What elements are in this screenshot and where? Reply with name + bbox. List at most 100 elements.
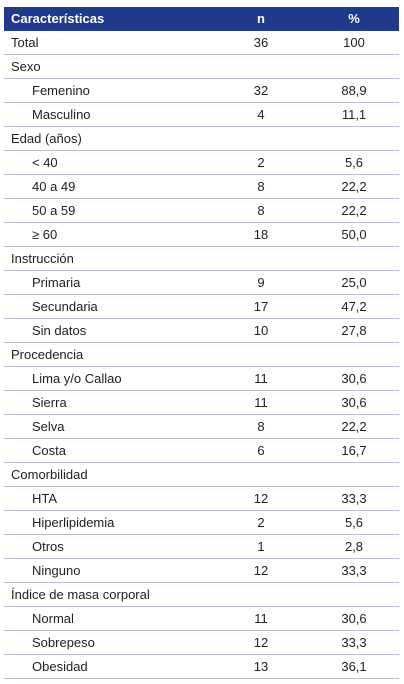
percent-value: 50,0 xyxy=(341,227,367,242)
n-value xyxy=(221,247,301,270)
section-label: Instrucción xyxy=(11,251,74,266)
n-value: 13 xyxy=(253,659,269,674)
table-header-row: Características n % xyxy=(4,7,399,31)
section-label: Índice de masa corporal xyxy=(11,587,150,602)
percent-value xyxy=(301,583,399,606)
row-label: Femenino xyxy=(32,83,90,98)
n-value: 32 xyxy=(253,83,269,98)
percent-value: 2,8 xyxy=(344,539,364,554)
percent-value: 33,3 xyxy=(341,563,367,578)
n-value: 17 xyxy=(253,299,269,314)
table-section-row: Instrucción xyxy=(4,247,399,271)
table-section-row: Sexo xyxy=(4,55,399,79)
n-value: 4 xyxy=(257,107,265,122)
table-row: Sin datos 10 27,8 xyxy=(4,319,399,343)
percent-value: 25,0 xyxy=(341,275,367,290)
n-value: 18 xyxy=(253,227,269,242)
row-label: Normal xyxy=(32,611,74,626)
row-label: Obesidad xyxy=(32,659,88,674)
header-characteristics: Características xyxy=(11,11,105,26)
table-row: Femenino 32 88,9 xyxy=(4,79,399,103)
table-row: 50 a 59 8 22,2 xyxy=(4,199,399,223)
table-row: Primaria 9 25,0 xyxy=(4,271,399,295)
table-row: Sobrepeso 12 33,3 xyxy=(4,631,399,655)
row-label: Otros xyxy=(32,539,64,554)
table-row: Masculino 4 11,1 xyxy=(4,103,399,127)
row-label: Sierra xyxy=(32,395,67,410)
row-label: Masculino xyxy=(32,107,91,122)
table-row: Obesidad 13 36,1 xyxy=(4,655,399,679)
table-row: < 40 2 5,6 xyxy=(4,151,399,175)
table-row: HTA 12 33,3 xyxy=(4,487,399,511)
n-value: 36 xyxy=(253,35,269,50)
row-label: Selva xyxy=(32,419,65,434)
header-percent: % xyxy=(348,11,360,26)
percent-value: 33,3 xyxy=(341,491,367,506)
table-body: Total 36 100 Sexo Femenino 32 88,9 Masculino 4 11… xyxy=(4,31,399,679)
percent-value xyxy=(301,55,399,78)
table-row: Lima y/o Callao 11 30,6 xyxy=(4,367,399,391)
percent-value: 11,1 xyxy=(341,107,367,122)
n-value xyxy=(221,127,301,150)
section-label: Sexo xyxy=(11,59,41,74)
percent-value: 22,2 xyxy=(341,179,367,194)
table-section-row: Índice de masa corporal xyxy=(4,583,399,607)
percent-value xyxy=(301,127,399,150)
row-label: Total xyxy=(11,35,39,50)
table-row: Secundaria 17 47,2 xyxy=(4,295,399,319)
row-label: 50 a 59 xyxy=(32,203,76,218)
table-row: Hiperlipidemia 2 5,6 xyxy=(4,511,399,535)
n-value: 8 xyxy=(257,179,265,194)
percent-value xyxy=(301,343,399,366)
n-value: 9 xyxy=(257,275,265,290)
percent-value: 36,1 xyxy=(341,659,367,674)
table-row: Ninguno 12 33,3 xyxy=(4,559,399,583)
table-row: Selva 8 22,2 xyxy=(4,415,399,439)
n-value: 12 xyxy=(253,491,269,506)
n-value: 12 xyxy=(253,635,269,650)
row-label: Sobrepeso xyxy=(32,635,95,650)
percent-value: 30,6 xyxy=(341,611,367,626)
percent-value: 30,6 xyxy=(341,371,367,386)
table-section-row: Comorbilidad xyxy=(4,463,399,487)
n-value: 2 xyxy=(257,515,265,530)
row-label: Primaria xyxy=(32,275,81,290)
percent-value: 22,2 xyxy=(341,419,367,434)
n-value: 1 xyxy=(257,539,265,554)
table-row: 40 a 49 8 22,2 xyxy=(4,175,399,199)
row-label: Lima y/o Callao xyxy=(32,371,122,386)
percent-value: 16,7 xyxy=(341,443,367,458)
n-value: 10 xyxy=(253,323,269,338)
percent-value: 33,3 xyxy=(341,635,367,650)
table-section-row: Procedencia xyxy=(4,343,399,367)
table-row: Sierra 11 30,6 xyxy=(4,391,399,415)
row-label: Ninguno xyxy=(32,563,81,578)
section-label: Comorbilidad xyxy=(11,467,88,482)
row-label: Hiperlipidemia xyxy=(32,515,115,530)
characteristics-table: Características n % Total 36 100 Sexo Femeni… xyxy=(4,7,399,679)
percent-value: 100 xyxy=(343,35,365,50)
table-row: ≥ 60 18 50,0 xyxy=(4,223,399,247)
row-label: < 40 xyxy=(32,155,58,170)
n-value xyxy=(221,583,301,606)
row-label: ≥ 60 xyxy=(32,227,58,242)
table-row: Otros 1 2,8 xyxy=(4,535,399,559)
percent-value: 30,6 xyxy=(341,395,367,410)
percent-value: 5,6 xyxy=(344,515,364,530)
table-section-row: Edad (años) xyxy=(4,127,399,151)
header-n: n xyxy=(257,11,265,26)
table-row: Total 36 100 xyxy=(4,31,399,55)
row-label: Secundaria xyxy=(32,299,98,314)
percent-value xyxy=(301,247,399,270)
n-value: 11 xyxy=(254,371,268,386)
n-value xyxy=(221,55,301,78)
row-label: Sin datos xyxy=(32,323,87,338)
percent-value: 47,2 xyxy=(341,299,367,314)
table-row: Costa 6 16,7 xyxy=(4,439,399,463)
section-label: Edad (años) xyxy=(11,131,82,146)
table-row: Normal 11 30,6 xyxy=(4,607,399,631)
n-value: 6 xyxy=(257,443,265,458)
percent-value: 22,2 xyxy=(341,203,367,218)
row-label: HTA xyxy=(32,491,58,506)
row-label: 40 a 49 xyxy=(32,179,76,194)
